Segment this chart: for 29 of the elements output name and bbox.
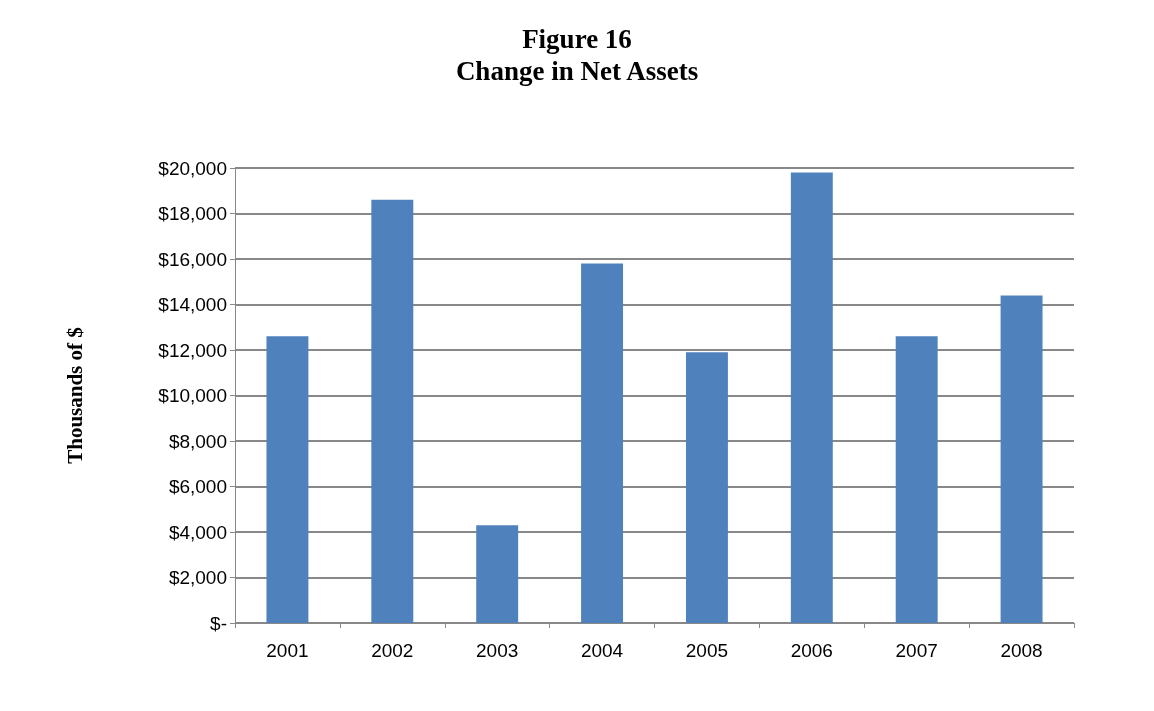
x-tick-label: 2003 [476,640,519,661]
y-tick-label: $10,000 [158,385,227,406]
bar [371,199,414,623]
bar [685,352,728,623]
bar [476,525,519,623]
bar [895,336,938,623]
y-tick-label: $18,000 [158,203,227,224]
bar [581,263,624,623]
y-tick-label: $2,000 [168,567,227,588]
bar [266,336,309,623]
y-tick-label: $16,000 [158,248,227,270]
x-tick-label: 2001 [266,640,309,661]
x-tick-label: 2002 [371,640,414,661]
y-tick-label: $8,000 [168,430,227,452]
y-tick-label: $20,000 [158,157,227,179]
x-tick-label: 2004 [580,640,624,661]
y-tick-label: $12,000 [158,339,227,361]
y-tick-label: $- [210,612,227,634]
bar [790,172,833,623]
x-tick-label: 2006 [790,640,833,661]
bar [1000,295,1043,623]
y-tick-label: $4,000 [168,521,227,543]
y-tick-label: $14,000 [158,294,227,315]
x-tick-label: 2008 [1000,640,1043,661]
x-tick-label: 2007 [895,640,938,661]
x-tick-label: 2005 [685,640,729,661]
y-axis-title: Thousands of $ [62,327,87,464]
y-tick-label: $6,000 [168,476,227,497]
chart-title: Figure 16 Change in Net Assets [455,24,699,86]
